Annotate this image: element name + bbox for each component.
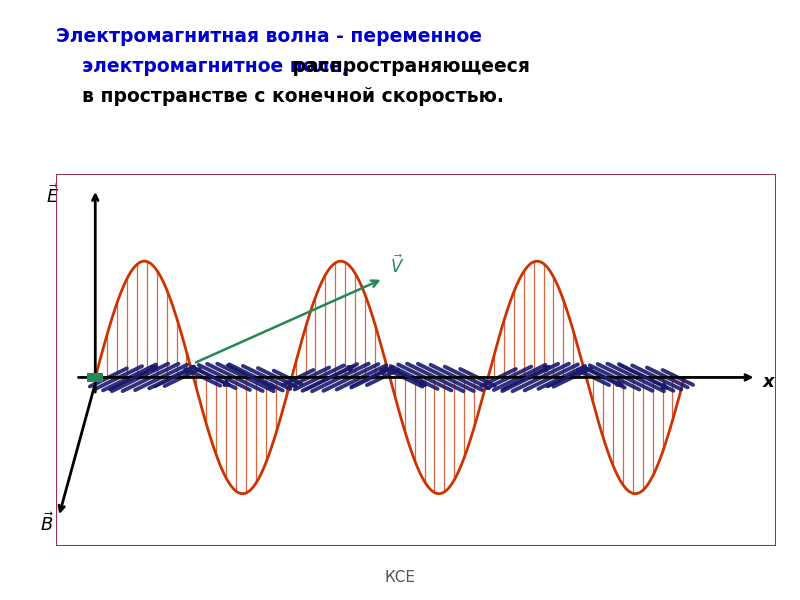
Text: распространяющееся: распространяющееся <box>286 57 530 76</box>
Text: $\vec{E}$: $\vec{E}$ <box>46 184 59 207</box>
Text: в пространстве с конечной скоростью.: в пространстве с конечной скоростью. <box>56 87 504 106</box>
Text: $\vec{B}$: $\vec{B}$ <box>40 512 54 535</box>
Bar <box>87 373 103 382</box>
Text: x: x <box>763 373 774 391</box>
Text: КСЕ: КСЕ <box>385 570 415 585</box>
Text: Электромагнитная волна - переменное: Электромагнитная волна - переменное <box>56 27 482 46</box>
Text: электромагнитное поле,: электромагнитное поле, <box>56 57 349 76</box>
Text: $\vec{V}$: $\vec{V}$ <box>390 254 404 277</box>
